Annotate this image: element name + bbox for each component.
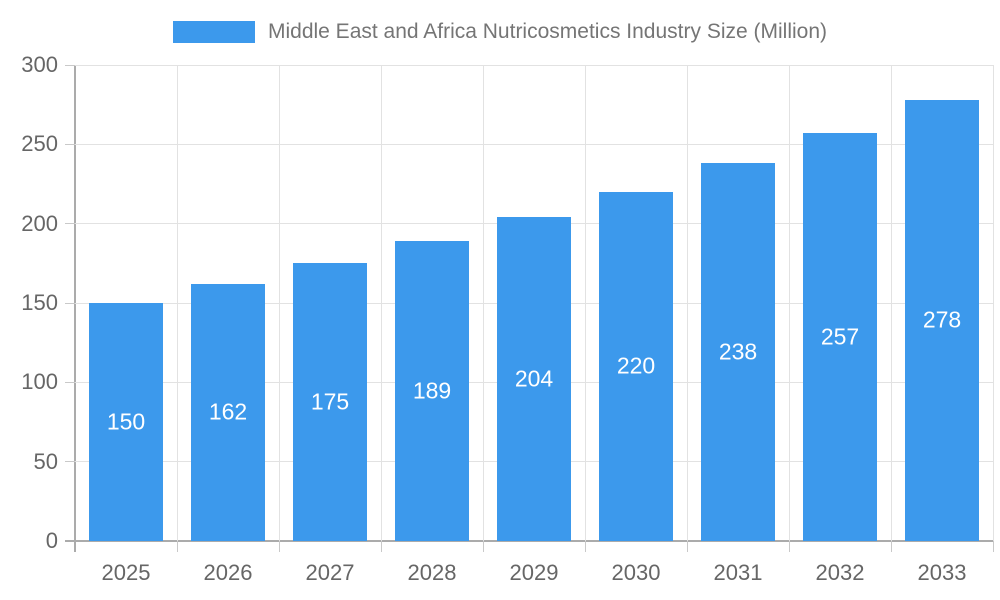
y-tick-label: 100 [21,369,58,395]
y-tick-label: 200 [21,210,58,236]
y-tick-label: 0 [45,528,58,553]
v-gridline [686,65,688,541]
y-axis-tick [65,223,75,225]
x-axis-tick [890,541,892,552]
x-axis-tick [176,541,178,552]
y-axis-tick [65,381,75,383]
y-tick-label: 150 [21,290,58,315]
x-axis-tick [992,541,994,552]
x-tick-label: 2026 [203,560,253,585]
legend-item[interactable]: Middle East and Africa Nutricosmetics In… [0,17,1000,47]
x-axis-tick [482,541,484,552]
legend-swatch-icon [172,21,255,43]
bar-value-label: 257 [820,323,860,350]
x-tick-label: 2028 [407,560,457,585]
x-tick-label: 2033 [917,560,967,585]
x-tick-label: 2031 [713,560,763,585]
bar-value-label: 238 [718,338,758,365]
bar-value-label: 162 [208,398,248,425]
h-gridline [75,64,993,66]
bar-value-label: 175 [310,388,350,415]
v-gridline [278,65,280,541]
y-tick-label: 250 [21,131,58,157]
v-gridline [584,65,586,541]
v-gridline [176,65,178,541]
x-axis-baseline [65,540,993,542]
y-axis-tick [65,64,75,66]
x-axis-tick [788,541,790,552]
plot-area: 0 50 100 150 200 250 300 150 2025 162 2026 175 2027 1… [21,52,994,585]
bar[interactable]: 162 [191,283,265,541]
bar[interactable]: 175 [293,263,367,541]
legend-label: Middle East and Africa Nutricosmetics In… [267,20,828,43]
v-gridline [380,65,382,541]
bar[interactable]: 189 [395,241,469,541]
x-axis-tick [686,541,688,552]
v-gridline [482,65,484,541]
y-axis-tick [65,461,75,463]
y-axis-tick [65,302,75,304]
bar[interactable]: 150 [89,303,163,541]
x-axis-tick [584,541,586,552]
y-axis-line [74,65,76,552]
bar[interactable]: 220 [599,191,673,541]
bar-value-label: 220 [616,352,656,379]
bar-value-label: 278 [922,306,962,333]
bar-value-label: 150 [106,408,146,435]
v-gridline [890,65,892,541]
v-gridline [788,65,790,541]
y-tick-label: 300 [21,52,58,77]
x-tick-label: 2027 [305,560,355,585]
bar[interactable]: 238 [701,163,775,541]
y-axis-tick [65,143,75,145]
x-axis-tick [278,541,280,552]
bar[interactable]: 278 [905,99,979,541]
v-gridline [992,65,994,541]
x-tick-label: 2030 [611,560,661,585]
x-tick-label: 2025 [101,560,151,585]
h-gridline [75,143,993,145]
x-tick-label: 2029 [509,560,559,585]
bar-value-label: 204 [514,365,554,392]
bar[interactable]: 257 [803,133,877,541]
x-axis-tick [380,541,382,552]
x-tick-label: 2032 [815,560,865,585]
bar-value-label: 189 [412,377,452,404]
bar[interactable]: 204 [497,217,571,541]
y-tick-label: 50 [33,448,58,474]
